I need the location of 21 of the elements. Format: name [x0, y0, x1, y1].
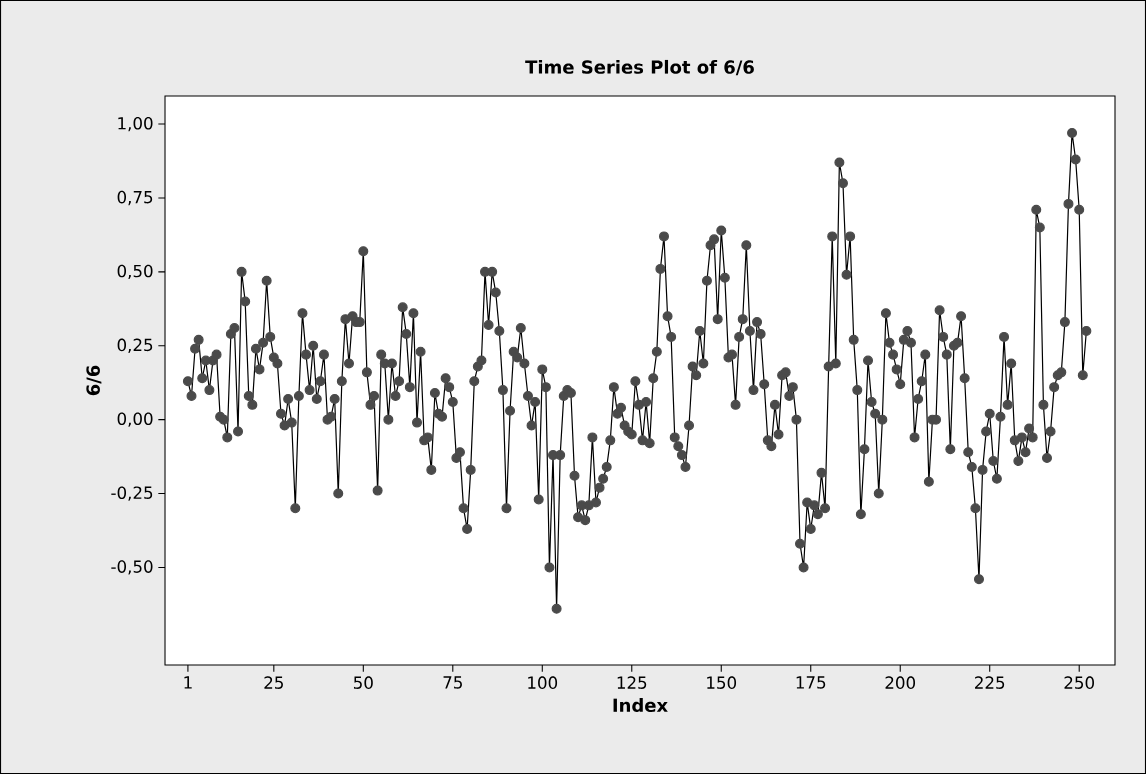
x-tick-label: 100 — [528, 676, 558, 689]
y-tick-label: 0,25 — [117, 338, 153, 353]
x-tick-label: 225 — [975, 676, 1005, 689]
x-tick-label: 175 — [796, 676, 826, 689]
chart-title: Time Series Plot of 6/6 — [525, 59, 754, 76]
x-tick-label: 125 — [617, 676, 647, 689]
y-axis-title: 6/6 — [86, 365, 102, 396]
x-tick-label: 1 — [184, 676, 192, 689]
x-axis-title: Index — [613, 698, 668, 713]
x-tick-label: 50 — [353, 676, 373, 689]
y-tick-label: -0,50 — [111, 560, 153, 575]
x-tick-label: 150 — [707, 676, 737, 689]
y-tick-label: 0,50 — [117, 264, 153, 280]
y-tick-label: 1,00 — [118, 116, 153, 132]
x-tick-label: 75 — [443, 676, 462, 689]
y-tick-label: 0,00 — [117, 412, 153, 427]
y-tick-label: 0,75 — [117, 190, 153, 206]
x-tick-label: 250 — [1064, 676, 1094, 689]
y-tick-label: -0,25 — [111, 486, 153, 501]
x-tick-label: 200 — [885, 676, 916, 689]
x-tick-label: 25 — [264, 676, 283, 689]
